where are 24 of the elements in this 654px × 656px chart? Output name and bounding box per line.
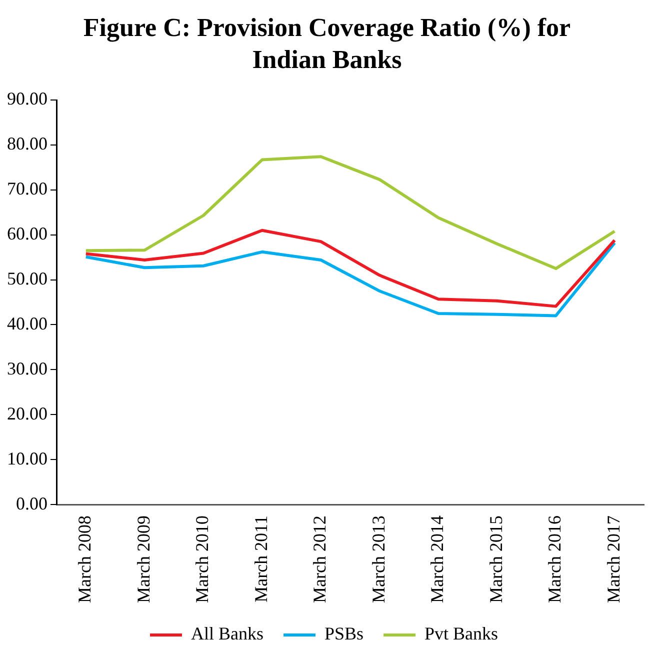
x-tick-label: March 2014	[427, 516, 448, 604]
x-tick-label: March 2011	[250, 516, 271, 602]
x-tick-label: March 2016	[544, 516, 565, 604]
y-tick-label: 0.00	[16, 493, 48, 514]
legend-label: All Banks	[190, 624, 264, 644]
x-tick-label: March 2015	[486, 516, 506, 604]
y-tick-label: 20.00	[7, 403, 48, 424]
y-tick-label: 60.00	[7, 224, 48, 244]
y-tick-label: 80.00	[7, 134, 48, 154]
y-tick-label: 30.00	[7, 358, 48, 378]
chart-title: Figure C: Provision Coverage Ratio (%) for Indian Banks	[82, 12, 572, 76]
x-tick-label: March 2009	[133, 516, 154, 604]
y-tick-label: 70.00	[7, 178, 48, 199]
x-tick-label: March 2010	[192, 516, 212, 604]
x-tick-label: March 2012	[310, 516, 330, 604]
x-tick-label: March 2013	[368, 516, 388, 604]
y-tick-label: 40.00	[7, 313, 48, 334]
legend-label: PSBs	[324, 624, 364, 644]
x-tick-label: March 2017	[603, 516, 624, 604]
legend-label: Pvt Banks	[424, 624, 498, 644]
y-tick-label: 90.00	[7, 88, 48, 109]
y-tick-label: 50.00	[7, 268, 48, 289]
y-tick-label: 10.00	[7, 448, 48, 468]
x-tick-label: March 2008	[74, 516, 95, 604]
